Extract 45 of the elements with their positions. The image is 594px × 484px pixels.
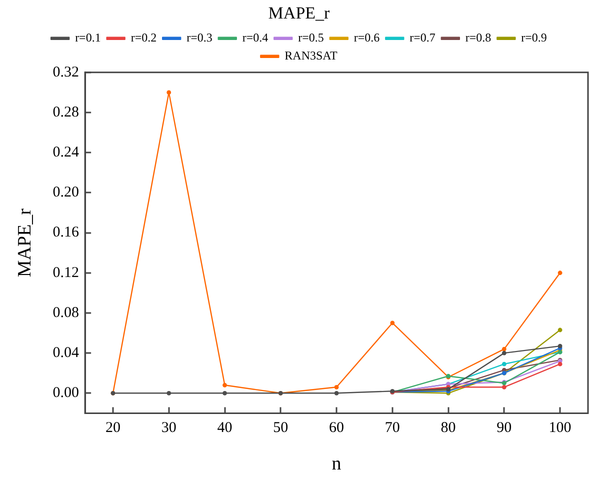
- y-tick-label: 0.12: [52, 264, 80, 281]
- x-axis-title: n: [332, 454, 342, 475]
- y-tick-label: 0.32: [52, 64, 80, 80]
- point: [222, 382, 227, 388]
- point: [502, 384, 506, 390]
- legend-label: r=0.8: [465, 30, 492, 45]
- x-tick-label: 30: [161, 420, 176, 436]
- point: [502, 362, 506, 366]
- x-tick-label: 80: [440, 420, 456, 436]
- y-tick-label: 0.08: [52, 304, 80, 321]
- y-axis-title: MAPE_r: [14, 208, 36, 278]
- x-tick-label: 100: [548, 420, 572, 436]
- point: [558, 270, 562, 276]
- point: [558, 328, 562, 332]
- x-tick-label: 50: [273, 420, 288, 436]
- legend-label: r=0.6: [354, 30, 380, 45]
- y-tick-label: 0.24: [52, 144, 80, 161]
- point: [222, 390, 227, 396]
- legend-label: r=0.5: [298, 30, 324, 45]
- legend-label: r=0.3: [186, 30, 212, 45]
- point: [390, 320, 395, 326]
- x-tick-label: 20: [105, 420, 120, 436]
- x-tick-label: 60: [329, 420, 344, 436]
- point: [334, 384, 339, 390]
- x-tick-label: 70: [384, 420, 400, 436]
- legend-label: r=0.4: [242, 30, 268, 45]
- point: [502, 350, 506, 356]
- point: [166, 90, 172, 95]
- y-tick-label: 0.16: [52, 224, 80, 241]
- y-tick-label: 0.20: [52, 184, 80, 201]
- legend-label: r=0.9: [521, 30, 547, 45]
- point: [558, 362, 562, 366]
- y-tick-label: 0.04: [52, 344, 80, 361]
- x-tick-label: 40: [217, 420, 232, 436]
- x-tick-label: 90: [496, 420, 512, 436]
- point: [502, 346, 506, 352]
- legend-label: RAN3SAT: [284, 48, 338, 63]
- chart-title: MAPE_r: [268, 4, 330, 23]
- legend-label: r=0.7: [410, 30, 436, 45]
- legend-label: r=0.2: [130, 30, 157, 45]
- point: [166, 390, 172, 396]
- y-tick-label: 0.00: [52, 385, 80, 402]
- point: [334, 390, 339, 396]
- y-tick-label: 0.28: [52, 104, 80, 120]
- legend-label: r=0.1: [75, 30, 101, 45]
